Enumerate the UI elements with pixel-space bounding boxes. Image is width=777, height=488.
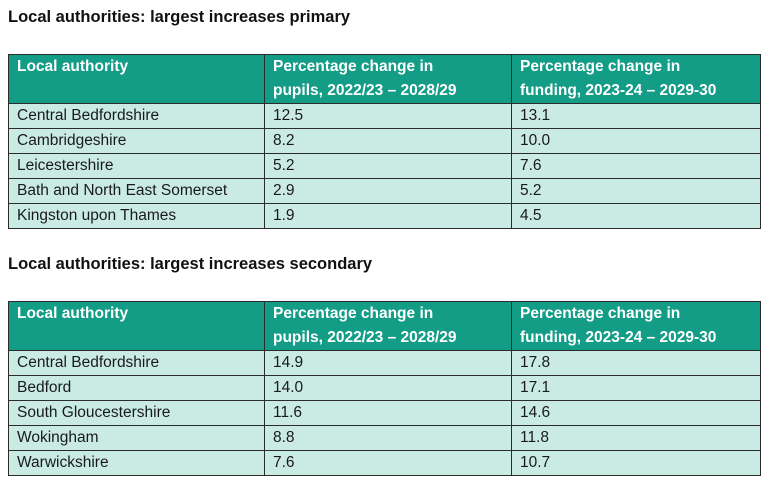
table-row: Bath and North East Somerset 2.9 5.2	[8, 178, 761, 204]
header-line: Percentage change in	[520, 58, 681, 75]
header-line: Local authority	[17, 305, 129, 322]
cell-local-authority: Bath and North East Somerset	[8, 178, 265, 204]
primary-increases-table: Local authority Percentage change in pup…	[8, 54, 761, 229]
cell-pupils-change: 14.9	[264, 350, 512, 376]
cell-pupils-change: 1.9	[264, 203, 512, 229]
cell-local-authority: Central Bedfordshire	[8, 350, 265, 376]
cell-funding-change: 17.1	[511, 375, 761, 401]
table-row: Kingston upon Thames 1.9 4.5	[8, 203, 761, 229]
cell-funding-change: 10.7	[511, 450, 761, 476]
cell-funding-change: 7.6	[511, 153, 761, 179]
header-funding-change: Percentage change in funding, 2023-24 – …	[511, 54, 761, 104]
table-header-row: Local authority Percentage change in pup…	[8, 54, 761, 104]
cell-funding-change: 13.1	[511, 103, 761, 129]
header-pupils-change: Percentage change in pupils, 2022/23 – 2…	[264, 54, 512, 104]
header-line: funding, 2023-24 – 2029-30	[520, 82, 717, 99]
cell-pupils-change: 2.9	[264, 178, 512, 204]
cell-local-authority: Warwickshire	[8, 450, 265, 476]
cell-funding-change: 5.2	[511, 178, 761, 204]
cell-pupils-change: 14.0	[264, 375, 512, 401]
cell-funding-change: 14.6	[511, 400, 761, 426]
table-row: South Gloucestershire 11.6 14.6	[8, 400, 761, 426]
cell-local-authority: Leicestershire	[8, 153, 265, 179]
table-row: Central Bedfordshire 12.5 13.1	[8, 103, 761, 129]
secondary-table-title: Local authorities: largest increases sec…	[8, 255, 373, 273]
table-row: Warwickshire 7.6 10.7	[8, 450, 761, 476]
cell-pupils-change: 11.6	[264, 400, 512, 426]
cell-local-authority: South Gloucestershire	[8, 400, 265, 426]
header-local-authority: Local authority	[8, 54, 265, 104]
header-line: funding, 2023-24 – 2029-30	[520, 329, 717, 346]
header-funding-change: Percentage change in funding, 2023-24 – …	[511, 301, 761, 351]
cell-local-authority: Central Bedfordshire	[8, 103, 265, 129]
header-line: Local authority	[17, 58, 129, 75]
cell-pupils-change: 5.2	[264, 153, 512, 179]
table-row: Cambridgeshire 8.2 10.0	[8, 128, 761, 154]
table-row: Leicestershire 5.2 7.6	[8, 153, 761, 179]
secondary-increases-table: Local authority Percentage change in pup…	[8, 301, 761, 476]
cell-local-authority: Wokingham	[8, 425, 265, 451]
cell-funding-change: 10.0	[511, 128, 761, 154]
table-header-row: Local authority Percentage change in pup…	[8, 301, 761, 351]
cell-pupils-change: 7.6	[264, 450, 512, 476]
table-row: Wokingham 8.8 11.8	[8, 425, 761, 451]
primary-table-title: Local authorities: largest increases pri…	[8, 8, 351, 26]
cell-pupils-change: 12.5	[264, 103, 512, 129]
header-pupils-change: Percentage change in pupils, 2022/23 – 2…	[264, 301, 512, 351]
header-line: pupils, 2022/23 – 2028/29	[273, 329, 457, 346]
cell-local-authority: Bedford	[8, 375, 265, 401]
cell-funding-change: 4.5	[511, 203, 761, 229]
table-row: Central Bedfordshire 14.9 17.8	[8, 350, 761, 376]
header-line: Percentage change in	[273, 305, 434, 322]
cell-local-authority: Cambridgeshire	[8, 128, 265, 154]
cell-funding-change: 11.8	[511, 425, 761, 451]
header-line: Percentage change in	[520, 305, 681, 322]
header-line: Percentage change in	[273, 58, 434, 75]
header-line: pupils, 2022/23 – 2028/29	[273, 82, 457, 99]
cell-local-authority: Kingston upon Thames	[8, 203, 265, 229]
cell-funding-change: 17.8	[511, 350, 761, 376]
cell-pupils-change: 8.2	[264, 128, 512, 154]
table-row: Bedford 14.0 17.1	[8, 375, 761, 401]
cell-pupils-change: 8.8	[264, 425, 512, 451]
header-local-authority: Local authority	[8, 301, 265, 351]
